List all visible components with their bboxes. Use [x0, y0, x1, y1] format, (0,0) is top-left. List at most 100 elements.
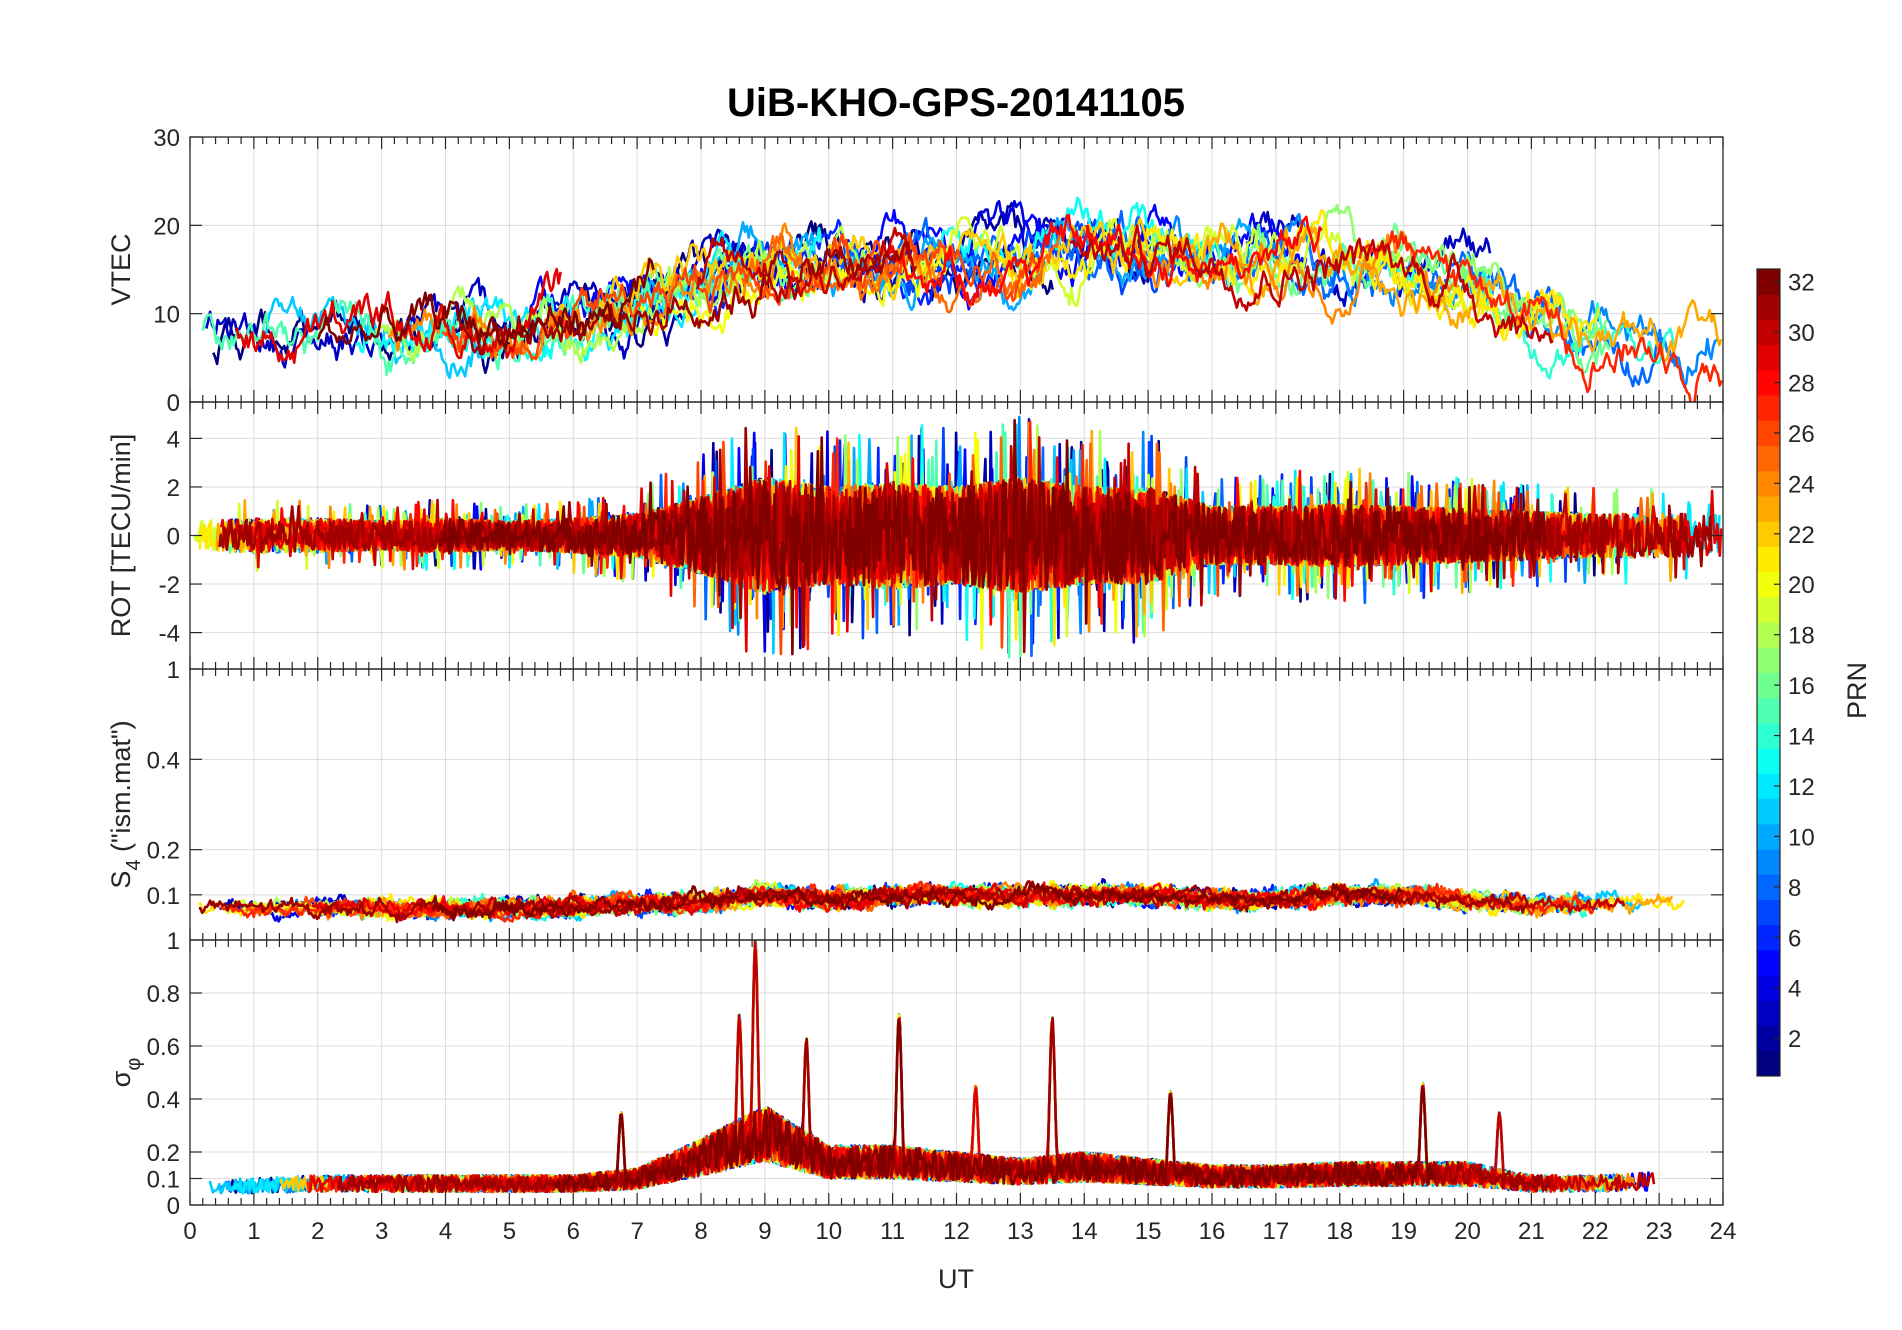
colorbar-segment	[1757, 672, 1780, 699]
colorbar-tick-label: 16	[1788, 673, 1815, 700]
series-line-prn-32	[438, 418, 1547, 656]
colorbar-segment	[1757, 546, 1780, 573]
ticks-rot	[189, 402, 1724, 669]
y-tick-label: 0.1	[147, 883, 180, 910]
x-tick-label: 14	[1071, 1218, 1098, 1245]
colorbar-segment	[1757, 874, 1780, 900]
colorbar-segment	[1757, 596, 1780, 623]
x-tick-label: 24	[1710, 1218, 1737, 1245]
colorbar-segment	[1757, 924, 1780, 951]
x-tick-label: 7	[630, 1218, 643, 1245]
colorbar-segment	[1757, 470, 1780, 497]
x-tick-label: 18	[1326, 1218, 1353, 1245]
ticks-s4	[189, 669, 1724, 940]
series-line-prn-32	[431, 882, 1404, 922]
colorbar-tick-label: 24	[1788, 471, 1815, 498]
x-tick-label: 2	[311, 1218, 324, 1245]
y-tick-label: 30	[153, 125, 180, 152]
series-line-prn-21	[992, 208, 1601, 342]
colorbar-segment	[1757, 319, 1780, 346]
colorbar-label: PRN	[1842, 662, 1872, 719]
x-tick-label: 12	[943, 1218, 970, 1245]
colorbar-tick-label: 30	[1788, 320, 1815, 347]
chart-title: UiB-KHO-GPS-20141105	[727, 81, 1185, 125]
y-tick-label: -2	[159, 572, 180, 599]
colorbar-segment	[1757, 369, 1780, 396]
colorbar-segment	[1757, 521, 1780, 547]
colorbar-tick-label: 22	[1788, 522, 1815, 549]
y-tick-label: 2	[167, 475, 180, 502]
colorbar-tick-label: 14	[1788, 724, 1815, 751]
y-tick-label-top: 1	[167, 928, 180, 955]
x-tick-label: 17	[1263, 1218, 1290, 1245]
colorbar-tick-label: 32	[1788, 270, 1815, 297]
x-tick-label: 1	[247, 1218, 260, 1245]
colorbar-segment	[1757, 748, 1780, 774]
colorbar-tick-label: 6	[1788, 925, 1801, 952]
y-tick-label: 4	[167, 426, 180, 453]
colorbar-segment	[1757, 975, 1780, 1001]
colorbar-tick-label: 10	[1788, 824, 1815, 851]
y-tick-label: 0.1	[147, 1167, 180, 1194]
colorbar-segment	[1757, 495, 1780, 522]
x-tick-label: 13	[1007, 1218, 1034, 1245]
colorbar-segment	[1757, 420, 1780, 447]
x-tick-label: 10	[815, 1218, 842, 1245]
colorbar-tick-label: 28	[1788, 370, 1815, 397]
y-axis-label-sigma_phi: σφ	[106, 1058, 145, 1088]
ticks-sigma_phi	[189, 940, 1724, 1206]
series-line-prn-28	[885, 213, 1323, 306]
series-line-prn-30	[484, 883, 1626, 920]
x-tick-label: 19	[1390, 1218, 1417, 1245]
series-line-prn-27	[1358, 230, 1723, 402]
y-tick-label: 0.4	[147, 747, 180, 774]
series-line-prn-32	[553, 1018, 1438, 1193]
colorbar-segment	[1757, 899, 1780, 926]
x-tick-label: 8	[694, 1218, 707, 1245]
y-axis-label-s4: S4 ("ism.mat")	[106, 720, 145, 888]
y-tick-label: -4	[159, 621, 180, 648]
colorbar-segment	[1757, 294, 1780, 320]
x-tick-label: 16	[1199, 1218, 1226, 1245]
colorbar-segment	[1757, 445, 1780, 472]
y-axis-label-base: S	[106, 871, 136, 889]
series-line-prn-30	[426, 940, 1656, 1194]
series-group-vtec	[201, 196, 1723, 402]
y-tick-label: 0.2	[147, 838, 180, 865]
series-line-prn-26	[441, 233, 1043, 361]
series-line-prn-10	[521, 940, 1508, 1193]
colorbar-tick-label: 20	[1788, 572, 1815, 599]
x-tick-label: 5	[503, 1218, 516, 1245]
x-tick-label: 23	[1646, 1218, 1673, 1245]
colorbar-tick-label: 18	[1788, 623, 1815, 650]
colorbar-tick-label: 8	[1788, 875, 1801, 902]
series-line-prn-23	[1183, 222, 1723, 362]
colorbar-segment	[1757, 1000, 1780, 1027]
colorbar-segment	[1757, 849, 1780, 875]
x-tick-label: 22	[1582, 1218, 1609, 1245]
x-tick-label: 15	[1135, 1218, 1162, 1245]
colorbar-tick-label: 26	[1788, 421, 1815, 448]
y-tick-label: 0.8	[147, 981, 180, 1008]
panel-sigma_phi: 00.10.2 0.4 0.6 0.8 1 σφ	[106, 928, 1724, 1220]
y-tick-label: 0.6	[147, 1034, 180, 1061]
series-group-sigma_phi	[208, 940, 1656, 1195]
colorbar-segment	[1757, 647, 1780, 673]
y-tick-label: 0	[167, 524, 180, 551]
colorbar-segment	[1757, 823, 1780, 850]
colorbar-segment	[1757, 622, 1780, 648]
series-group-s4	[198, 878, 1685, 924]
colorbar-tick-label: 2	[1788, 1026, 1801, 1053]
y-axis-label-vtec: VTEC	[106, 233, 136, 305]
x-tick-label: 0	[183, 1218, 196, 1245]
y-tick-label-top: 1	[167, 657, 180, 684]
y-tick-label: 10	[153, 302, 180, 329]
colorbar-segment	[1757, 571, 1780, 598]
y-tick-label: 0	[167, 1193, 180, 1220]
y-tick-label: 0.2	[147, 1140, 180, 1167]
x-tick-label: 20	[1454, 1218, 1481, 1245]
x-tick-label: 11	[880, 1218, 905, 1245]
